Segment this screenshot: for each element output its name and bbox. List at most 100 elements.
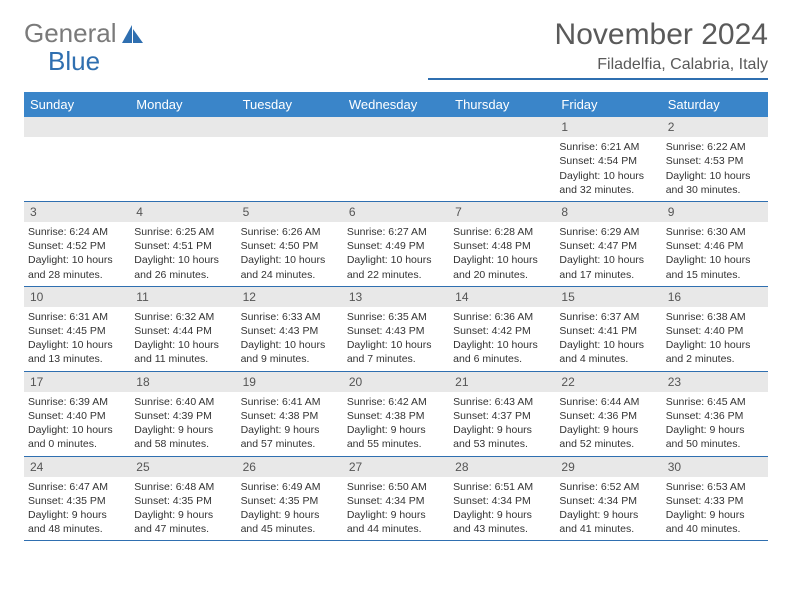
day-number: 21: [449, 372, 555, 392]
daylight-text: Daylight: 10 hours and 26 minutes.: [134, 253, 232, 281]
daylight-text: Daylight: 10 hours and 0 minutes.: [28, 423, 126, 451]
calendar-week: 17Sunrise: 6:39 AMSunset: 4:40 PMDayligh…: [24, 372, 768, 457]
month-title: November 2024: [428, 18, 768, 52]
empty-cell: [343, 117, 449, 201]
day-number: 17: [24, 372, 130, 392]
calendar: Sunday Monday Tuesday Wednesday Thursday…: [24, 92, 768, 541]
day-cell: 17Sunrise: 6:39 AMSunset: 4:40 PMDayligh…: [24, 372, 130, 456]
daylight-text: Daylight: 10 hours and 13 minutes.: [28, 338, 126, 366]
day-number: 7: [449, 202, 555, 222]
sunrise-text: Sunrise: 6:22 AM: [666, 140, 764, 154]
weekday-header: Thursday: [449, 92, 555, 117]
sunrise-text: Sunrise: 6:31 AM: [28, 310, 126, 324]
sunrise-text: Sunrise: 6:26 AM: [241, 225, 339, 239]
sunset-text: Sunset: 4:52 PM: [28, 239, 126, 253]
daylight-text: Daylight: 10 hours and 15 minutes.: [666, 253, 764, 281]
sunset-text: Sunset: 4:36 PM: [559, 409, 657, 423]
sunrise-text: Sunrise: 6:29 AM: [559, 225, 657, 239]
day-cell: 12Sunrise: 6:33 AMSunset: 4:43 PMDayligh…: [237, 287, 343, 371]
daylight-text: Daylight: 10 hours and 20 minutes.: [453, 253, 551, 281]
day-number: 6: [343, 202, 449, 222]
sunset-text: Sunset: 4:36 PM: [666, 409, 764, 423]
daylight-text: Daylight: 10 hours and 2 minutes.: [666, 338, 764, 366]
day-cell: 24Sunrise: 6:47 AMSunset: 4:35 PMDayligh…: [24, 457, 130, 541]
day-number: 9: [662, 202, 768, 222]
weekday-header: Saturday: [662, 92, 768, 117]
sunset-text: Sunset: 4:53 PM: [666, 154, 764, 168]
sunrise-text: Sunrise: 6:24 AM: [28, 225, 126, 239]
day-cell: 3Sunrise: 6:24 AMSunset: 4:52 PMDaylight…: [24, 202, 130, 286]
sail-icon: [119, 23, 145, 45]
sunset-text: Sunset: 4:48 PM: [453, 239, 551, 253]
day-number: 19: [237, 372, 343, 392]
daylight-text: Daylight: 10 hours and 32 minutes.: [559, 169, 657, 197]
day-number: 10: [24, 287, 130, 307]
sunrise-text: Sunrise: 6:51 AM: [453, 480, 551, 494]
day-cell: 18Sunrise: 6:40 AMSunset: 4:39 PMDayligh…: [130, 372, 236, 456]
day-number: 4: [130, 202, 236, 222]
sunrise-text: Sunrise: 6:40 AM: [134, 395, 232, 409]
daylight-text: Daylight: 10 hours and 17 minutes.: [559, 253, 657, 281]
daylight-text: Daylight: 9 hours and 55 minutes.: [347, 423, 445, 451]
sunset-text: Sunset: 4:34 PM: [559, 494, 657, 508]
sunrise-text: Sunrise: 6:41 AM: [241, 395, 339, 409]
daylight-text: Daylight: 9 hours and 47 minutes.: [134, 508, 232, 536]
day-number: 16: [662, 287, 768, 307]
day-number: [130, 117, 236, 137]
sunset-text: Sunset: 4:41 PM: [559, 324, 657, 338]
day-number: 1: [555, 117, 661, 137]
day-cell: 30Sunrise: 6:53 AMSunset: 4:33 PMDayligh…: [662, 457, 768, 541]
day-cell: 22Sunrise: 6:44 AMSunset: 4:36 PMDayligh…: [555, 372, 661, 456]
calendar-grid: 1Sunrise: 6:21 AMSunset: 4:54 PMDaylight…: [24, 117, 768, 541]
sunrise-text: Sunrise: 6:43 AM: [453, 395, 551, 409]
day-number: 28: [449, 457, 555, 477]
sunrise-text: Sunrise: 6:27 AM: [347, 225, 445, 239]
day-number: 5: [237, 202, 343, 222]
day-cell: 14Sunrise: 6:36 AMSunset: 4:42 PMDayligh…: [449, 287, 555, 371]
daylight-text: Daylight: 10 hours and 28 minutes.: [28, 253, 126, 281]
sunset-text: Sunset: 4:42 PM: [453, 324, 551, 338]
day-number: 22: [555, 372, 661, 392]
day-number: 18: [130, 372, 236, 392]
day-number: [237, 117, 343, 137]
daylight-text: Daylight: 9 hours and 48 minutes.: [28, 508, 126, 536]
sunset-text: Sunset: 4:54 PM: [559, 154, 657, 168]
sunset-text: Sunset: 4:40 PM: [666, 324, 764, 338]
sunrise-text: Sunrise: 6:21 AM: [559, 140, 657, 154]
sunset-text: Sunset: 4:47 PM: [559, 239, 657, 253]
sunrise-text: Sunrise: 6:44 AM: [559, 395, 657, 409]
sunrise-text: Sunrise: 6:52 AM: [559, 480, 657, 494]
sunset-text: Sunset: 4:33 PM: [666, 494, 764, 508]
sunset-text: Sunset: 4:51 PM: [134, 239, 232, 253]
sunrise-text: Sunrise: 6:25 AM: [134, 225, 232, 239]
sunrise-text: Sunrise: 6:45 AM: [666, 395, 764, 409]
sunset-text: Sunset: 4:35 PM: [241, 494, 339, 508]
daylight-text: Daylight: 9 hours and 40 minutes.: [666, 508, 764, 536]
sunrise-text: Sunrise: 6:39 AM: [28, 395, 126, 409]
day-number: 8: [555, 202, 661, 222]
sunset-text: Sunset: 4:49 PM: [347, 239, 445, 253]
day-number: [449, 117, 555, 137]
sunrise-text: Sunrise: 6:32 AM: [134, 310, 232, 324]
daylight-text: Daylight: 9 hours and 57 minutes.: [241, 423, 339, 451]
empty-cell: [449, 117, 555, 201]
day-number: 25: [130, 457, 236, 477]
sunset-text: Sunset: 4:34 PM: [347, 494, 445, 508]
day-number: 27: [343, 457, 449, 477]
sunrise-text: Sunrise: 6:30 AM: [666, 225, 764, 239]
calendar-week: 24Sunrise: 6:47 AMSunset: 4:35 PMDayligh…: [24, 457, 768, 542]
sunset-text: Sunset: 4:35 PM: [134, 494, 232, 508]
daylight-text: Daylight: 10 hours and 9 minutes.: [241, 338, 339, 366]
day-cell: 26Sunrise: 6:49 AMSunset: 4:35 PMDayligh…: [237, 457, 343, 541]
title-block: November 2024 Filadelfia, Calabria, Ital…: [428, 18, 768, 80]
day-number: 23: [662, 372, 768, 392]
sunset-text: Sunset: 4:37 PM: [453, 409, 551, 423]
header: General Blue November 2024 Filadelfia, C…: [24, 18, 768, 80]
day-number: 13: [343, 287, 449, 307]
day-number: 14: [449, 287, 555, 307]
sunrise-text: Sunrise: 6:28 AM: [453, 225, 551, 239]
sunrise-text: Sunrise: 6:50 AM: [347, 480, 445, 494]
day-cell: 9Sunrise: 6:30 AMSunset: 4:46 PMDaylight…: [662, 202, 768, 286]
daylight-text: Daylight: 10 hours and 22 minutes.: [347, 253, 445, 281]
day-number: [343, 117, 449, 137]
